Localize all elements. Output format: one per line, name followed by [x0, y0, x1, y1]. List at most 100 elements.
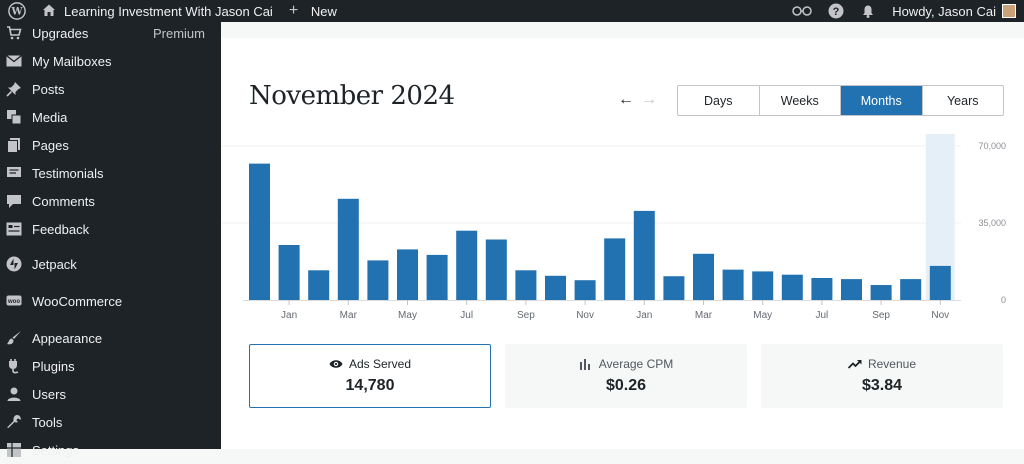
x-tick-label: Nov — [576, 310, 594, 321]
user-icon — [6, 386, 22, 402]
chart-bar[interactable] — [485, 239, 507, 301]
sidebar-item-pages[interactable]: Pages — [0, 131, 221, 159]
chart-bar[interactable] — [604, 238, 626, 300]
plug-icon — [6, 358, 22, 374]
sidebar-item-feedback[interactable]: Feedback — [0, 215, 221, 243]
chart-bar[interactable] — [870, 285, 892, 300]
sidebar-item-label: Upgrades — [32, 25, 89, 41]
stat-label: Ads Served — [348, 357, 412, 371]
chart-bar[interactable] — [574, 280, 596, 300]
chart-bar[interactable] — [663, 276, 685, 300]
chart-bar[interactable] — [367, 260, 389, 300]
jetpack-icon — [6, 256, 22, 272]
sidebar-item-label: Tools — [32, 414, 63, 430]
next-period-button[interactable]: → — [641, 91, 657, 108]
sidebar-item-label: Jetpack — [32, 256, 77, 272]
sidebar-item-media[interactable]: Media — [0, 103, 221, 131]
pin-icon — [6, 81, 22, 97]
plus-icon: + — [288, 2, 299, 19]
chart-bar[interactable] — [929, 265, 951, 300]
sidebar-item-testimonials[interactable]: Testimonials — [0, 159, 221, 187]
sidebar-item-label: Testimonials — [32, 165, 104, 181]
wordpress-logo-icon[interactable]: W — [0, 0, 34, 22]
sidebar-item-jetpack[interactable]: Jetpack — [0, 250, 221, 278]
reader-icon[interactable] — [784, 0, 820, 22]
y-tick-label: 70,000 — [978, 141, 1006, 151]
svg-text:?: ? — [833, 6, 840, 18]
tab-years[interactable]: Years — [922, 86, 1003, 115]
sidebar-item-plugins[interactable]: Plugins — [0, 352, 221, 380]
help-icon[interactable]: ? — [820, 0, 852, 22]
stat-value: $0.26 — [605, 377, 647, 394]
sidebar-item-upgrades[interactable]: Upgrades Premium — [0, 19, 221, 47]
chart-bar[interactable] — [841, 279, 862, 300]
chart-bar[interactable] — [633, 210, 655, 300]
chart-bar[interactable] — [456, 230, 478, 300]
tab-days[interactable]: Days — [678, 86, 760, 115]
stat-value: $3.84 — [861, 377, 903, 394]
chart-bar[interactable] — [722, 269, 744, 300]
new-label: New — [310, 3, 337, 19]
x-tick-label: Nov — [931, 310, 949, 321]
sidebar-item-label: Media — [32, 109, 68, 125]
site-name-link[interactable]: Learning Investment With Jason Cai — [34, 0, 281, 22]
notifications-bell-icon[interactable] — [852, 0, 884, 22]
chart-bar[interactable] — [426, 254, 448, 300]
sidebar-item-users[interactable]: Users — [0, 380, 221, 408]
chart-bar[interactable] — [781, 274, 803, 300]
media-icon — [6, 109, 22, 125]
chart-bar[interactable] — [900, 279, 922, 300]
sidebar-item-label: Appearance — [32, 330, 103, 346]
x-tick-label: Jul — [816, 310, 829, 321]
x-tick-label: May — [753, 310, 772, 321]
sidebar-item-my-mailboxes[interactable]: My Mailboxes — [0, 47, 221, 75]
home-icon — [42, 3, 58, 19]
quote-icon — [6, 165, 22, 181]
chart-bar[interactable] — [693, 253, 714, 300]
woo-icon: woo — [6, 293, 22, 309]
sidebar-item-appearance[interactable]: Appearance — [0, 324, 221, 352]
sidebar-item-label: Feedback — [32, 221, 90, 237]
sidebar-item-posts[interactable]: Posts — [0, 75, 221, 103]
greeting: Howdy, Jason Cai — [892, 3, 996, 19]
x-tick-label: May — [398, 310, 417, 321]
sidebar-item-label: Comments — [32, 193, 95, 209]
sidebar-item-woocommerce[interactable]: woo WooCommerce — [0, 287, 221, 315]
x-tick-label: Mar — [340, 310, 358, 321]
period-selector: Days Weeks Months Years — [677, 85, 1004, 116]
svg-text:woo: woo — [7, 299, 20, 305]
chart-bar[interactable] — [545, 275, 566, 300]
chart-bar[interactable] — [249, 163, 270, 300]
chart-bar[interactable] — [337, 198, 359, 300]
page-title: November 2024 — [249, 81, 455, 111]
sidebar-item-label: Plugins — [32, 358, 75, 374]
premium-badge: Premium — [152, 25, 205, 41]
account-menu[interactable]: Howdy, Jason Cai — [884, 0, 1024, 22]
stat-card-ads-served[interactable]: Ads Served 14,780 — [249, 344, 491, 408]
mail-icon — [6, 53, 22, 69]
sidebar-item-comments[interactable]: Comments — [0, 187, 221, 215]
stat-label: Revenue — [867, 357, 917, 371]
chart-bar[interactable] — [811, 278, 833, 300]
chart-bar[interactable] — [278, 245, 300, 300]
comment-icon — [6, 193, 22, 209]
tab-weeks[interactable]: Weeks — [759, 86, 841, 115]
stat-card-average-cpm[interactable]: Average CPM $0.26 — [505, 344, 747, 408]
sidebar-item-label: Users — [32, 386, 66, 402]
avatar — [1002, 4, 1016, 18]
sidebar-item-tools[interactable]: Tools — [0, 408, 221, 436]
x-tick-label: Jul — [460, 310, 473, 321]
sidebar-item-label: Pages — [32, 137, 69, 153]
chart-bar[interactable] — [752, 271, 774, 300]
monthly-bar-chart: Jan Mar May Jul Sep Nov Jan Mar May Jul Sep Nov 70,0… — [221, 134, 1006, 321]
chart-bar[interactable] — [308, 270, 330, 300]
brush-icon — [6, 330, 22, 346]
eye-icon — [329, 358, 343, 370]
sidebar-item-settings[interactable]: Settings — [0, 436, 221, 464]
stat-card-revenue[interactable]: Revenue $3.84 — [761, 344, 1003, 408]
previous-period-button[interactable]: ← — [618, 91, 634, 108]
new-content-link[interactable]: + New — [281, 0, 345, 22]
tab-months[interactable]: Months — [841, 86, 923, 115]
chart-bar[interactable] — [397, 249, 418, 300]
chart-bar[interactable] — [515, 270, 537, 300]
